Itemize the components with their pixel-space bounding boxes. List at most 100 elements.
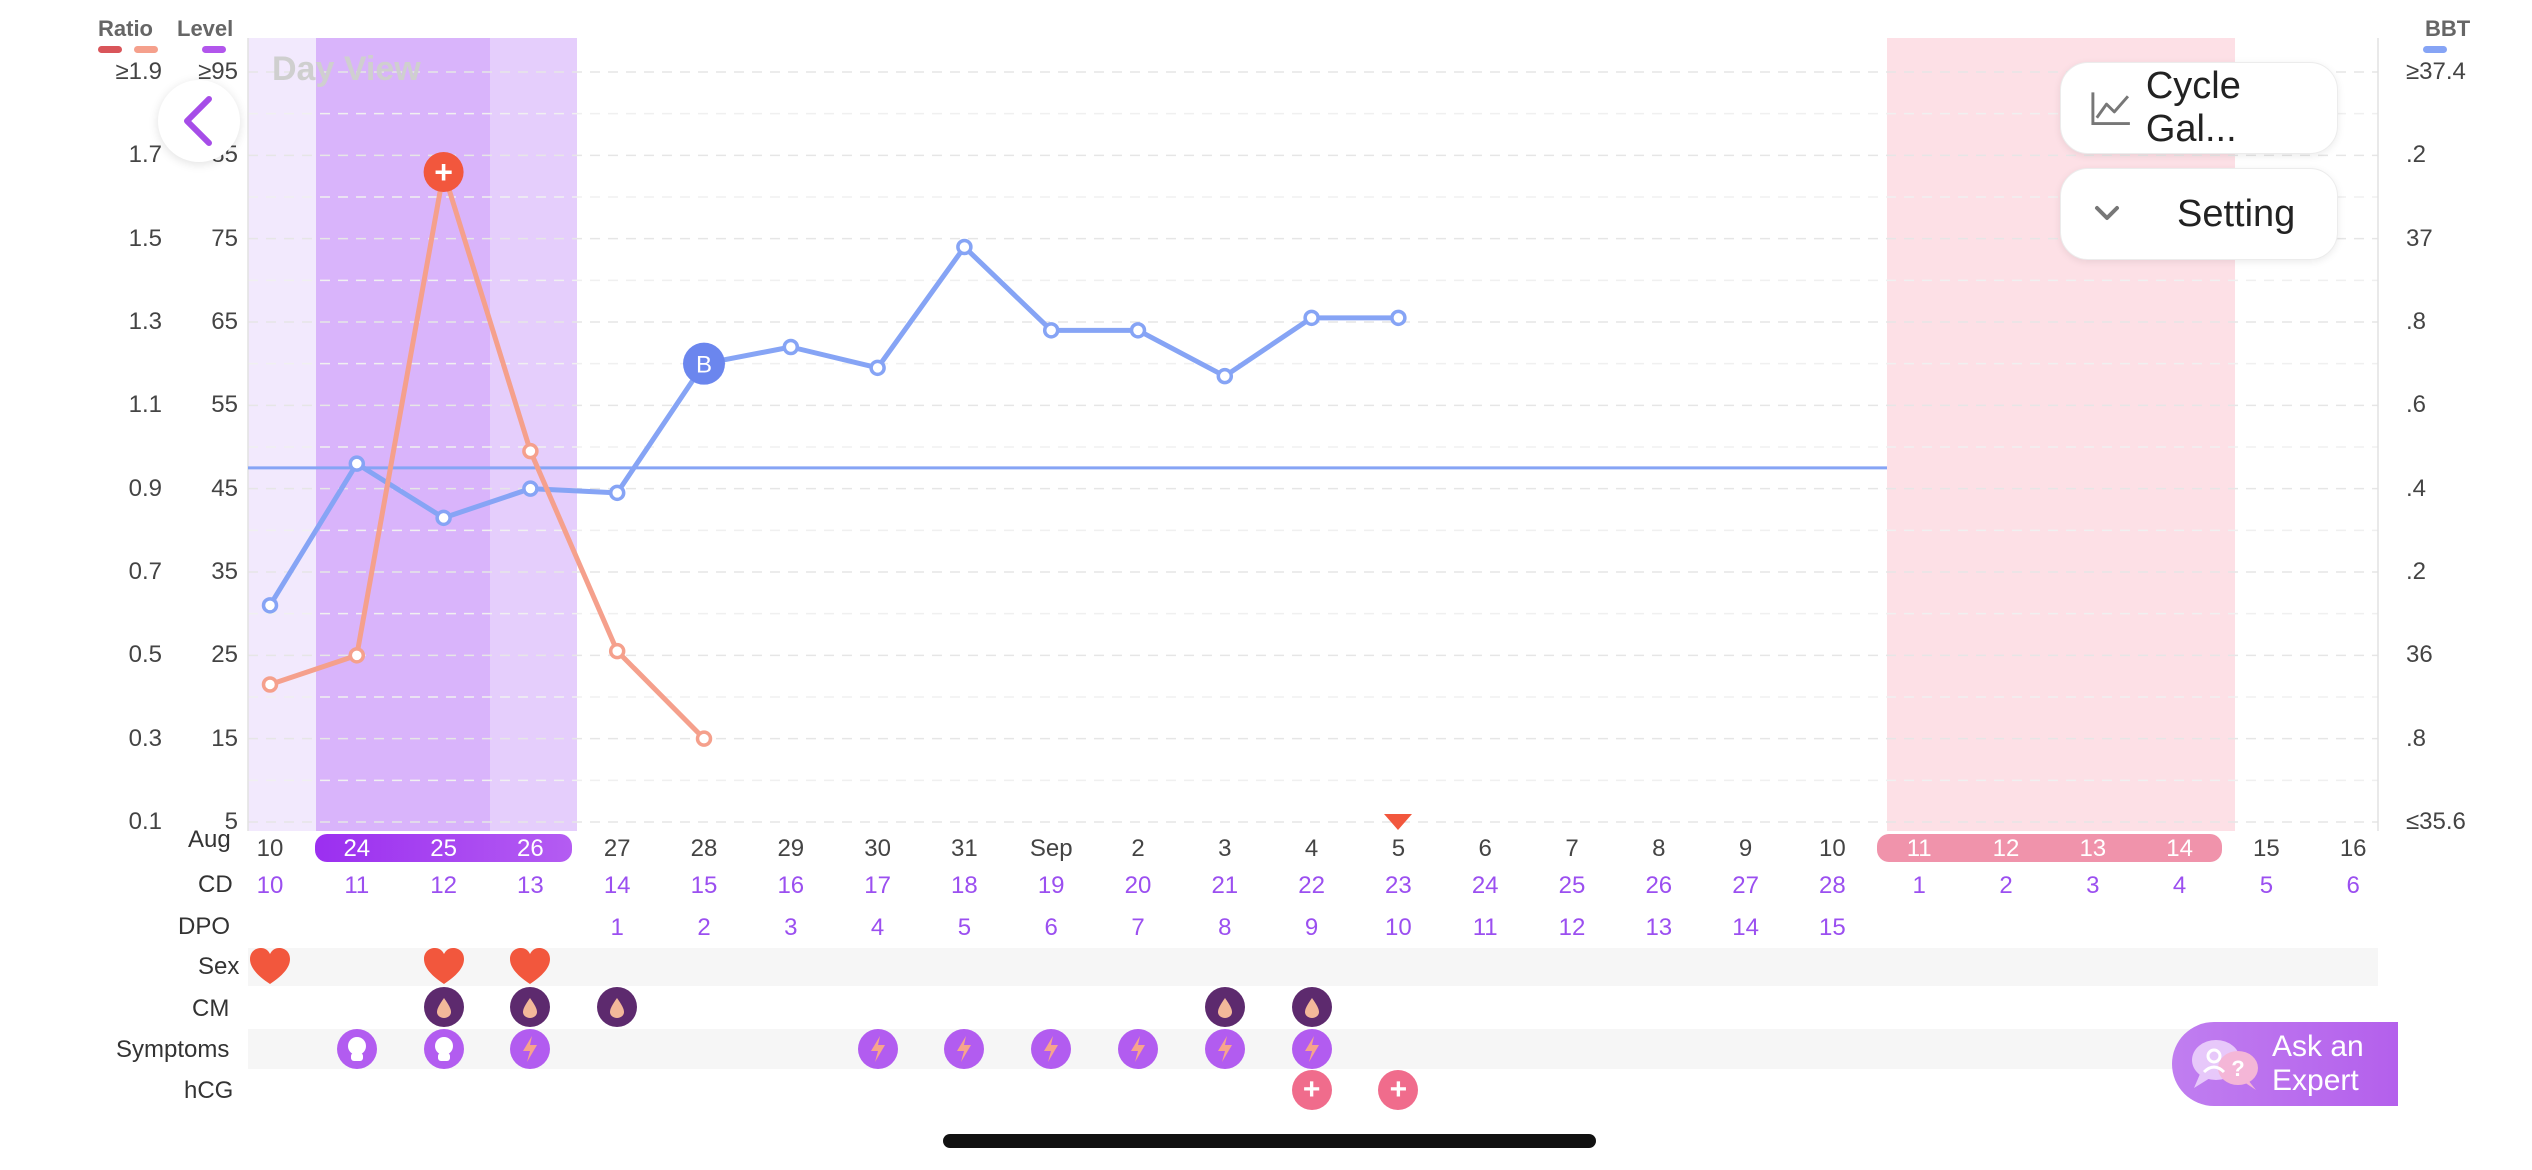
date-tick[interactable]: 10 — [1819, 835, 1846, 862]
svg-text:B: B — [696, 352, 712, 379]
date-tick[interactable]: 10 — [256, 835, 284, 862]
level-axis-tick: 55 — [211, 391, 238, 419]
ratio-data-point — [261, 676, 279, 693]
symptoms-row-label: Symptoms — [116, 1036, 230, 1063]
bbt-data-point — [1216, 367, 1234, 385]
line-chart-icon — [2091, 92, 2130, 126]
ratio-legend-swatch-2 — [134, 46, 158, 53]
cycle-day-value: 13 — [517, 872, 544, 899]
cycle-day-value: 15 — [690, 872, 718, 899]
cycle-gallery-label: Cycle Gal... — [2145, 65, 2241, 150]
dpo-value: 6 — [1044, 914, 1058, 941]
date-tick[interactable]: 16 — [2339, 835, 2367, 862]
date-tick[interactable]: 2 — [1131, 835, 1145, 862]
ratio-axis-tick: 1.3 — [128, 308, 162, 335]
date-tick[interactable]: 25 — [430, 835, 457, 862]
cycle-day-value: 12 — [430, 872, 457, 899]
hcg-test-marker: + — [1378, 1070, 1419, 1110]
heart-icon — [510, 948, 551, 984]
date-tick[interactable]: 5 — [1391, 835, 1406, 862]
date-tick[interactable]: 24 — [343, 835, 371, 862]
ratio-axis-tick: 1.7 — [128, 141, 162, 169]
coverline-marker: B — [683, 342, 725, 385]
date-tick[interactable]: Sep — [1029, 835, 1073, 862]
date-tick[interactable]: 7 — [1565, 835, 1579, 862]
ratio-data-point — [608, 642, 626, 660]
dpo-value: 14 — [1732, 914, 1759, 941]
date-tick[interactable]: 13 — [2079, 835, 2107, 862]
date-tick[interactable]: 15 — [2253, 835, 2280, 862]
dpo-value: 5 — [957, 914, 972, 941]
level-axis-tick: 35 — [211, 558, 238, 585]
sex-row-label: Sex — [198, 953, 240, 980]
ratio-legend-label: Ratio — [98, 16, 153, 41]
month-label: Aug — [188, 826, 231, 853]
cervical-mucus-icon — [597, 987, 638, 1027]
date-tick[interactable]: 26 — [517, 835, 544, 862]
cycle-day-value: 2 — [1999, 872, 2013, 899]
dpo-row-label: DPO — [178, 913, 231, 940]
date-tick[interactable]: 30 — [864, 835, 891, 862]
date-tick[interactable]: 11 — [1906, 835, 1932, 862]
dpo-value: 8 — [1218, 914, 1232, 941]
bbt-data-point — [608, 484, 626, 502]
cycle-day-value: 4 — [2172, 872, 2187, 899]
ratio-legend-swatch-1 — [98, 46, 122, 53]
bbt-data-point — [956, 238, 973, 256]
dpo-value: 4 — [870, 914, 885, 941]
date-tick[interactable]: 12 — [1992, 835, 2020, 862]
setting-button[interactable]: Setting — [2060, 168, 2338, 260]
home-indicator[interactable] — [943, 1134, 1596, 1148]
hcg-row-label: hCG — [184, 1077, 234, 1104]
date-tick[interactable]: 28 — [690, 835, 718, 862]
dpo-value: 3 — [784, 914, 798, 941]
ratio-series-line — [269, 169, 706, 741]
cycle-day-value: 1 — [1912, 872, 1926, 899]
heart-icon — [423, 948, 464, 984]
cramp-bolt-icon — [1291, 1029, 1332, 1069]
date-tick[interactable]: 14 — [2166, 835, 2193, 862]
date-tick[interactable]: 9 — [1738, 835, 1753, 862]
dpo-value: 9 — [1304, 914, 1319, 941]
back-button[interactable] — [158, 80, 240, 162]
ratio-axis-tick: 0.3 — [128, 724, 162, 752]
ratio-axis-tick: 0.1 — [128, 808, 162, 835]
headache-icon — [336, 1029, 377, 1069]
ask-expert-button[interactable]: ? Ask an Expert — [2172, 1022, 2398, 1106]
dpo-value: 15 — [1819, 914, 1846, 941]
bbt-data-point — [1390, 309, 1407, 327]
bbt-axis-tick: ≥37.4 — [2406, 58, 2466, 85]
svg-text:?: ? — [2231, 1056, 2244, 1081]
bbt-axis-tick: .6 — [2406, 391, 2427, 419]
svg-text:+: + — [434, 154, 453, 190]
bbt-axis-tick: .4 — [2406, 474, 2427, 502]
date-tick[interactable]: 4 — [1304, 835, 1319, 862]
date-tick[interactable]: 29 — [777, 835, 805, 862]
level-axis-tick: 5 — [224, 808, 238, 835]
day-view-title: Day View — [272, 50, 421, 88]
dpo-value: 13 — [1645, 914, 1673, 941]
chat-bubbles-icon: ? — [2192, 1040, 2258, 1090]
dpo-value: 10 — [1385, 914, 1412, 941]
date-tick[interactable]: 31 — [951, 835, 978, 862]
date-tick[interactable]: 8 — [1652, 835, 1666, 862]
bbt-axis-tick: ≤35.6 — [2406, 808, 2466, 835]
dpo-value: 12 — [1558, 914, 1586, 941]
date-tick[interactable]: 27 — [603, 835, 631, 862]
cycle-gallery-button[interactable]: Cycle Gal... — [2060, 62, 2338, 154]
cervical-mucus-icon — [510, 987, 551, 1027]
cycle-day-value: 16 — [777, 872, 805, 899]
cycle-day-value: 24 — [1471, 872, 1499, 899]
cramp-bolt-icon — [944, 1029, 985, 1069]
fertile-date-pill — [314, 834, 573, 862]
date-tick[interactable]: 6 — [1478, 835, 1492, 862]
cycle-day-value: 20 — [1124, 872, 1152, 899]
ratio-axis-tick: 1.5 — [128, 224, 162, 252]
heart-icon — [250, 948, 290, 984]
bbt-series-line — [267, 244, 1399, 607]
today-marker-icon — [1384, 814, 1413, 830]
date-tick[interactable]: 3 — [1218, 835, 1232, 862]
cramp-bolt-icon — [510, 1029, 551, 1069]
chevron-left-icon — [184, 96, 212, 146]
